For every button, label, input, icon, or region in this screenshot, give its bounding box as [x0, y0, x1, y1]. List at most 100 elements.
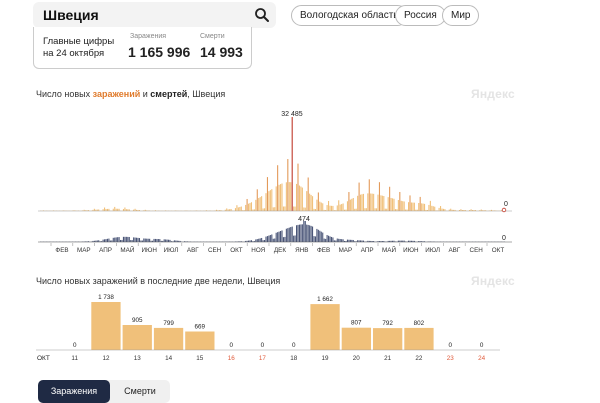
deaths-bar: [120, 239, 122, 242]
deaths-last-label: 0: [502, 235, 506, 242]
twoweek-day-label: 16: [228, 355, 236, 362]
cases-bar: [394, 209, 397, 211]
deaths-bar: [409, 240, 411, 242]
cases-bar: [304, 207, 306, 211]
twoweek-bar: [91, 302, 121, 350]
deaths-bar: [362, 240, 365, 242]
cases-bar: [269, 190, 271, 211]
main-chart-title-suffix: , Швеция: [187, 89, 226, 99]
cases-bar: [448, 209, 450, 211]
deaths-bar: [122, 236, 125, 242]
cases-bar: [464, 210, 466, 211]
month-label: СЕН: [208, 247, 222, 254]
deaths-bar: [261, 237, 263, 242]
twoweek-day-label: 17: [259, 355, 267, 362]
cases-bar: [256, 189, 258, 211]
month-label: ИЮН: [403, 247, 419, 254]
cases-bar: [92, 209, 94, 211]
cases-bar: [450, 208, 452, 211]
main-chart[interactable]: 32 485 0 474 0 ФЕВ МАР АПР МАЙ ИЮН ИЮЛ АВГ СЕН О…: [0, 100, 600, 280]
cases-bar: [220, 210, 222, 211]
tab-deaths[interactable]: Смерти: [124, 386, 156, 396]
cases-bar: [83, 209, 85, 211]
twoweek-bar: [122, 325, 152, 350]
region-chip-vologda[interactable]: Вологодская область: [291, 5, 408, 26]
deaths-bar: [262, 240, 264, 242]
deaths-bar: [185, 241, 187, 242]
deaths-bar: [274, 238, 276, 242]
region-chip-world[interactable]: Мир: [442, 5, 480, 26]
twoweek-day-label: 12: [102, 355, 110, 362]
cases-bar: [405, 209, 407, 211]
twoweek-value-label: 905: [132, 317, 143, 324]
cases-bar: [104, 207, 106, 211]
cases-bar: [274, 207, 276, 211]
deaths-bar: [304, 221, 306, 242]
deaths-bar: [96, 240, 98, 242]
cases-bar: [421, 203, 423, 211]
deaths-bar: [290, 227, 292, 242]
search-input[interactable]: Швеция: [33, 2, 276, 28]
deaths-peak-label: 474: [298, 216, 310, 223]
deaths-bar: [141, 240, 143, 242]
deaths-bar: [303, 221, 305, 242]
search-icon[interactable]: [254, 7, 270, 23]
deaths-bar: [240, 241, 242, 242]
cases-bar: [374, 208, 376, 211]
deaths-bar: [162, 240, 164, 242]
cases-bar: [469, 210, 471, 211]
cases-bar: [434, 206, 436, 211]
cases-bar: [415, 209, 417, 211]
cases-bar: [284, 206, 286, 211]
cases-bar: [333, 210, 335, 211]
deaths-bar: [378, 241, 381, 242]
deaths-bar: [112, 237, 114, 242]
cases-bar: [373, 193, 375, 211]
twoweek-value-label: 807: [351, 320, 362, 327]
deaths-bar: [121, 239, 123, 242]
twoweek-day-label: 14: [165, 355, 173, 362]
deaths-bar: [294, 235, 296, 242]
cases-bar: [294, 206, 296, 211]
deaths-bar: [163, 239, 165, 242]
deaths-bar: [323, 238, 325, 242]
cases-bar: [341, 204, 343, 211]
deaths-bar: [265, 236, 267, 242]
cases-bar: [458, 209, 461, 211]
cases-bar: [127, 209, 129, 211]
cases-bar: [451, 209, 453, 211]
cases-bar: [138, 210, 141, 211]
deaths-bar: [285, 228, 287, 242]
deaths-bar: [149, 238, 151, 242]
deaths-bar: [277, 232, 279, 242]
twoweek-value-label: 0: [292, 342, 296, 349]
cases-bar: [262, 208, 264, 211]
deaths-bar: [271, 234, 273, 242]
deaths-bar: [268, 235, 270, 242]
deaths-bar: [115, 237, 117, 242]
twoweek-day-label: 22: [415, 355, 423, 362]
deaths-bar: [176, 240, 178, 242]
twoweek-value-label: 799: [163, 320, 174, 327]
cases-bar: [112, 208, 114, 211]
cases-bar: [255, 199, 257, 211]
cases-bar: [291, 117, 293, 211]
cases-peak-label: 32 485: [281, 111, 303, 118]
cases-bar: [418, 203, 420, 211]
cases-last-point: [501, 207, 507, 213]
twoweek-value-label: 792: [382, 320, 393, 327]
deaths-caption: Смерти: [200, 33, 225, 40]
cases-bar: [330, 205, 333, 211]
cases-bar: [285, 182, 287, 211]
cases-bar: [217, 210, 219, 211]
deaths-bar: [109, 240, 111, 242]
region-chip-russia[interactable]: Россия: [395, 5, 446, 26]
tab-cases[interactable]: Заражения: [38, 380, 110, 403]
deaths-bar: [147, 238, 149, 242]
cases-bar: [108, 208, 110, 211]
deaths-bar: [264, 240, 266, 242]
cases-bar: [426, 209, 429, 211]
search-query: Швеция: [43, 7, 99, 23]
deaths-bar: [246, 240, 248, 242]
twoweek-chart[interactable]: ОКТ 0 11 1 738 12 905 13 799 14 669 15 0 16 0 17 0 18 1 …: [0, 288, 600, 368]
